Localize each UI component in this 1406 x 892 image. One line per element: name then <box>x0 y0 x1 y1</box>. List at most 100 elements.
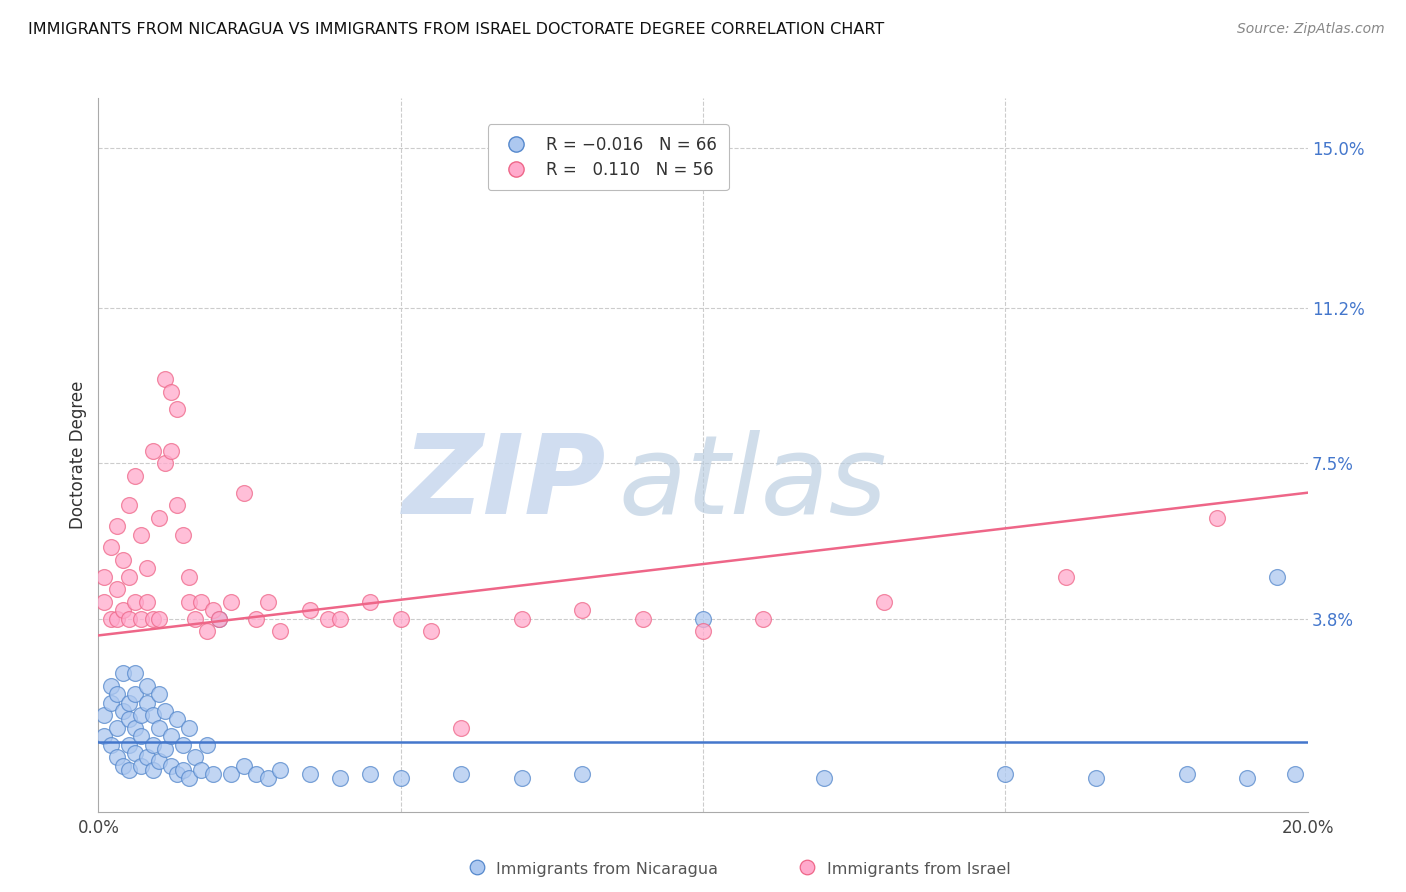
Point <box>692 624 714 639</box>
Point <box>245 612 267 626</box>
Point <box>190 595 212 609</box>
Point <box>190 763 212 777</box>
Point <box>135 750 157 764</box>
Legend: R = −0.016   N = 66, R =   0.110   N = 56: R = −0.016 N = 66, R = 0.110 N = 56 <box>488 124 728 190</box>
Point <box>232 485 254 500</box>
Point <box>208 612 231 626</box>
Point <box>129 527 152 541</box>
Point <box>202 603 225 617</box>
Point <box>510 771 533 785</box>
Point <box>129 612 152 626</box>
Point <box>202 767 225 781</box>
Text: IMMIGRANTS FROM NICARAGUA VS IMMIGRANTS FROM ISRAEL DOCTORATE DEGREE CORRELATION: IMMIGRANTS FROM NICARAGUA VS IMMIGRANTS … <box>28 22 884 37</box>
Point <box>571 603 593 617</box>
Point <box>160 384 183 399</box>
Point <box>124 746 146 760</box>
Point <box>195 738 218 752</box>
Point <box>208 612 231 626</box>
Point <box>135 696 157 710</box>
Point <box>105 750 128 764</box>
Point <box>111 758 134 772</box>
Point <box>118 569 141 583</box>
Point <box>221 595 243 609</box>
Point <box>160 758 183 772</box>
Point <box>135 561 157 575</box>
Point <box>450 767 472 781</box>
Point <box>232 758 254 772</box>
Point <box>179 595 201 609</box>
Point <box>179 569 201 583</box>
Point <box>1206 511 1229 525</box>
Point <box>142 738 165 752</box>
Point <box>129 758 152 772</box>
Point <box>1085 771 1108 785</box>
Point <box>105 582 128 597</box>
Point <box>299 767 322 781</box>
Point <box>100 679 122 693</box>
Point <box>124 595 146 609</box>
Point <box>172 738 194 752</box>
Point <box>135 679 157 693</box>
Point <box>124 687 146 701</box>
Point <box>111 666 134 681</box>
Point <box>184 612 207 626</box>
Point <box>571 767 593 781</box>
Point <box>465 860 488 874</box>
Point <box>100 738 122 752</box>
Point <box>148 687 170 701</box>
Point <box>93 708 115 723</box>
Point <box>124 666 146 681</box>
Point <box>142 763 165 777</box>
Point <box>142 612 165 626</box>
Point <box>813 771 835 785</box>
Point <box>118 763 141 777</box>
Point <box>135 595 157 609</box>
Point <box>329 771 352 785</box>
Point <box>124 469 146 483</box>
Point <box>389 612 412 626</box>
Point <box>111 603 134 617</box>
Point <box>105 721 128 735</box>
Point <box>118 696 141 710</box>
Point <box>420 624 443 639</box>
Point <box>329 612 352 626</box>
Point <box>195 624 218 639</box>
Point <box>93 729 115 743</box>
Point <box>153 741 176 756</box>
Point <box>100 541 122 555</box>
Point <box>245 767 267 781</box>
Point <box>129 729 152 743</box>
Point <box>160 729 183 743</box>
Point <box>129 708 152 723</box>
Point <box>510 612 533 626</box>
Point <box>269 624 291 639</box>
Point <box>111 704 134 718</box>
Point <box>1175 767 1198 781</box>
Point <box>148 612 170 626</box>
Point <box>148 755 170 769</box>
Point <box>118 738 141 752</box>
Point <box>118 712 141 726</box>
Point <box>105 687 128 701</box>
Point <box>692 612 714 626</box>
Point <box>118 498 141 512</box>
Text: Immigrants from Israel: Immigrants from Israel <box>827 863 1011 877</box>
Point <box>124 721 146 735</box>
Point <box>316 612 339 626</box>
Point <box>256 771 278 785</box>
Point <box>796 860 818 874</box>
Point <box>105 519 128 533</box>
Point <box>1054 569 1077 583</box>
Point <box>873 595 896 609</box>
Point <box>256 595 278 609</box>
Point <box>153 372 176 386</box>
Point <box>360 767 382 781</box>
Point <box>93 595 115 609</box>
Point <box>148 511 170 525</box>
Point <box>153 704 176 718</box>
Point <box>166 767 188 781</box>
Point <box>299 603 322 617</box>
Point <box>1267 569 1289 583</box>
Point <box>1284 767 1306 781</box>
Text: ZIP: ZIP <box>402 430 606 537</box>
